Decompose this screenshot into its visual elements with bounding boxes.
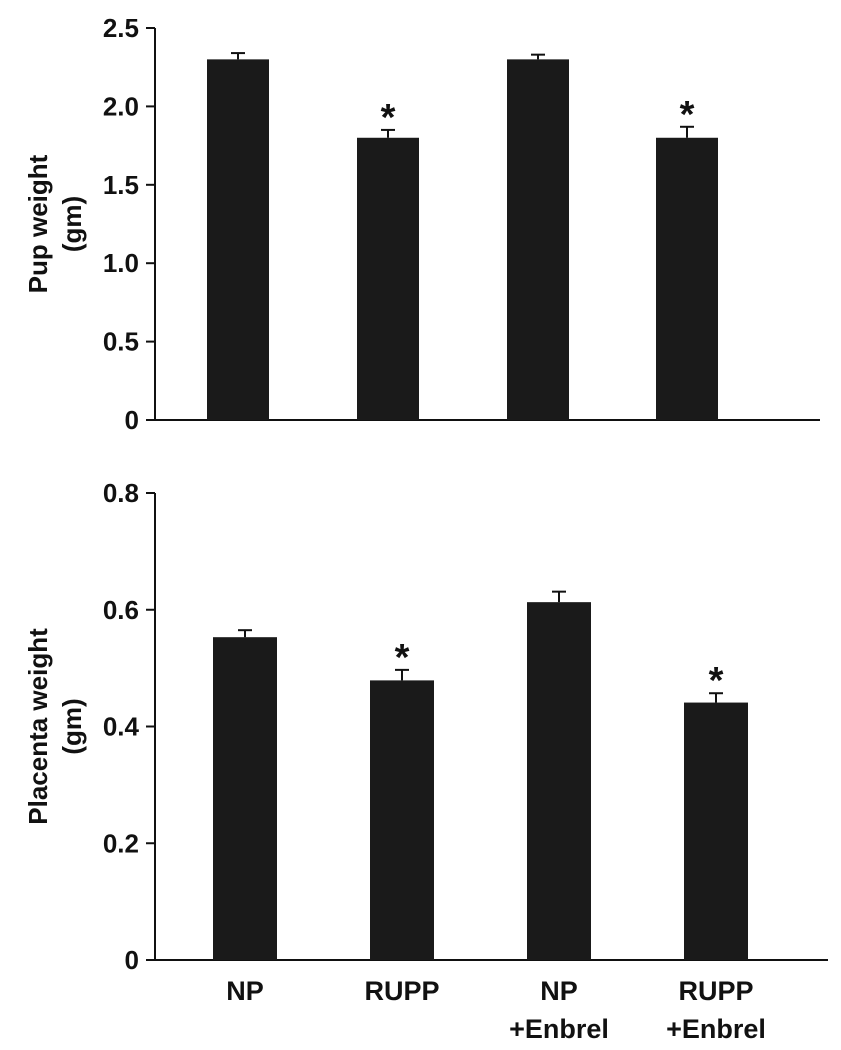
- y-tick-label: 0: [125, 405, 139, 435]
- y-tick-label: 1.5: [103, 170, 139, 200]
- y-tick-label: 2.5: [103, 13, 139, 43]
- x-category-label: NP: [226, 976, 264, 1006]
- x-category-label: RUPP: [678, 976, 753, 1006]
- significance-marker: *: [381, 97, 396, 139]
- y-tick-label: 0.2: [103, 828, 139, 858]
- significance-marker: *: [709, 660, 724, 702]
- y-tick-label: 2.0: [103, 91, 139, 121]
- significance-marker: *: [395, 637, 410, 679]
- x-category-sublabel: +Enbrel: [509, 1014, 609, 1044]
- bar: [527, 602, 591, 960]
- bar: [357, 137, 419, 420]
- bar: [207, 59, 269, 421]
- placenta-weight-chart: 0 0.2 0.4 0.6 0.8 Placenta weight (gm) * *: [23, 478, 828, 975]
- x-category-label: NP: [540, 976, 578, 1006]
- y-axis-label-line1: Pup weight: [23, 154, 53, 293]
- x-category-labels: NP RUPP NP +Enbrel RUPP +Enbrel: [226, 976, 766, 1044]
- y-tick-label: 0.4: [103, 712, 140, 742]
- y-tick-label: 1.0: [103, 248, 139, 278]
- significance-marker: *: [680, 94, 695, 136]
- x-category-label: RUPP: [364, 976, 439, 1006]
- y-tick-label: 0.6: [103, 595, 139, 625]
- y-axis-label-line2: (gm): [57, 698, 87, 754]
- bar: [684, 702, 748, 960]
- pup-weight-chart: 0 0.5 1.0 1.5 2.0 2.5 Pup weight (gm) * *: [23, 13, 820, 435]
- bar: [507, 59, 569, 421]
- y-tick-label: 0: [125, 945, 139, 975]
- y-axis-label-line1: Placenta weight: [23, 628, 53, 825]
- y-tick-label: 0.8: [103, 478, 139, 508]
- x-category-sublabel: +Enbrel: [666, 1014, 766, 1044]
- bar: [213, 637, 277, 960]
- y-tick-label: 0.5: [103, 327, 139, 357]
- bar: [656, 137, 718, 420]
- y-axis-label-line2: (gm): [57, 196, 87, 252]
- bar: [370, 680, 434, 960]
